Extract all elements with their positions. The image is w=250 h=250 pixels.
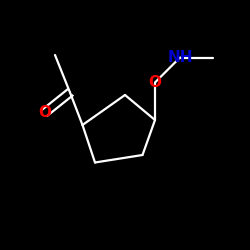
- Text: O: O: [148, 75, 162, 90]
- Text: NH: NH: [167, 50, 193, 65]
- Text: O: O: [38, 105, 52, 120]
